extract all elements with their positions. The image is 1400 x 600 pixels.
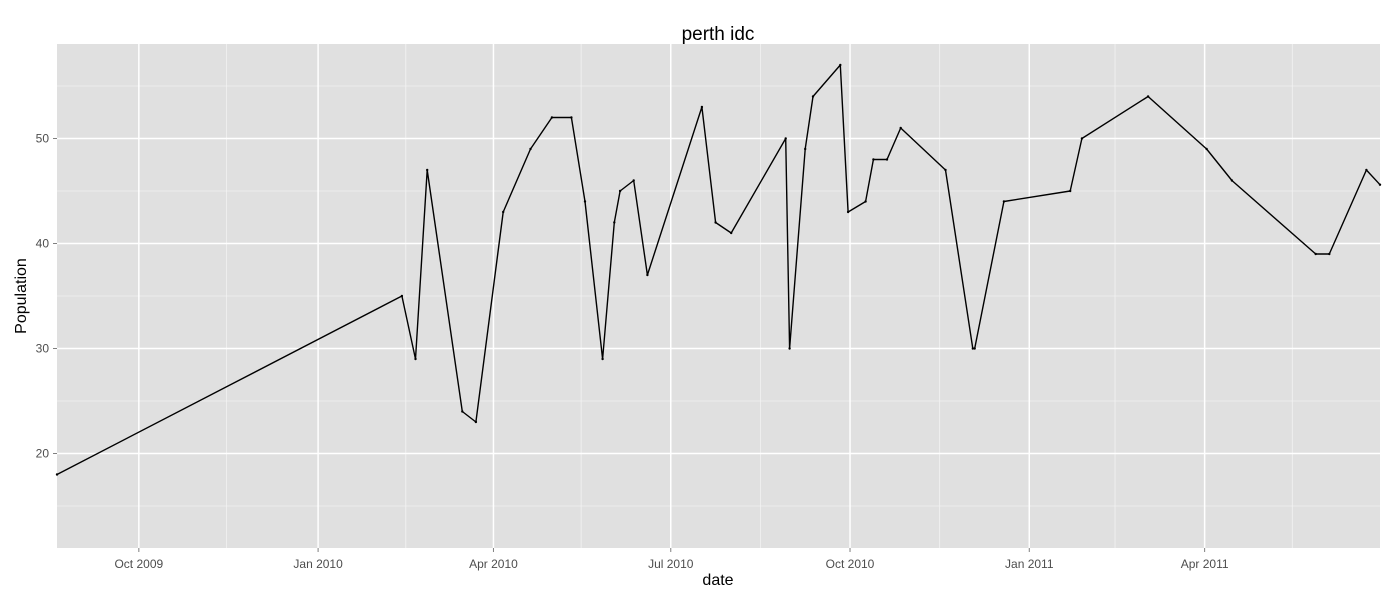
data-point [632,179,635,182]
data-point [846,210,850,214]
x-tick-label: Apr 2010 [469,557,518,571]
x-tick-label: Oct 2010 [826,557,875,571]
data-point [613,221,616,224]
data-point [839,63,842,67]
y-axis-label: Population [13,258,30,334]
data-point [1328,252,1331,256]
y-tick-label: 30 [36,342,50,356]
x-axis: Oct 2009 Jan 2010 Apr 2010 Jul 2010 Oct 2010… [114,548,1229,571]
data-point [1080,137,1084,140]
data-point [944,168,947,172]
data-point [804,147,807,151]
data-point [730,231,733,235]
x-tick-label: Oct 2009 [114,557,163,571]
data-point [550,116,554,119]
data-point [601,357,604,361]
data-point [714,221,717,224]
data-point [618,189,622,193]
y-tick-label: 20 [36,447,50,461]
y-axis: 20 30 40 50 [36,132,57,461]
data-point [1002,200,1006,203]
data-point [414,357,417,361]
series-line [56,64,1381,476]
y-tick-label: 40 [36,237,50,251]
data-point [971,347,974,350]
x-tick-label: Jul 2010 [648,557,694,571]
x-axis-label: date [702,572,733,589]
data-point [1378,183,1382,186]
data-point [811,95,815,98]
data-point [570,116,573,119]
data-point [529,147,532,151]
data-point [700,105,704,109]
data-point [973,347,976,350]
data-point [864,200,867,203]
data-point [1314,252,1317,256]
data-point [426,168,429,172]
x-tick-label: Apr 2011 [1181,557,1229,571]
y-tick-label: 50 [36,132,50,146]
data-point [1365,168,1368,172]
minor-grid [57,44,1380,548]
data-point [502,210,505,214]
data-point [872,158,875,161]
data-point [1205,147,1208,151]
series-group [55,63,1382,476]
data-point [788,347,791,350]
data-point [784,137,787,140]
data-point [400,294,404,298]
x-tick-label: Jan 2010 [293,557,343,571]
data-point [55,473,59,476]
chart-title: perth idc [682,24,755,45]
data-point [461,410,464,413]
data-point [885,158,889,161]
data-point [1069,189,1072,193]
data-point [474,420,478,424]
data-point [583,200,587,203]
data-point [1230,179,1234,182]
data-point [646,273,649,277]
data-point [1146,95,1150,98]
x-tick-label: Jan 2011 [1005,557,1054,571]
major-grid [57,44,1380,548]
data-point [899,126,902,130]
